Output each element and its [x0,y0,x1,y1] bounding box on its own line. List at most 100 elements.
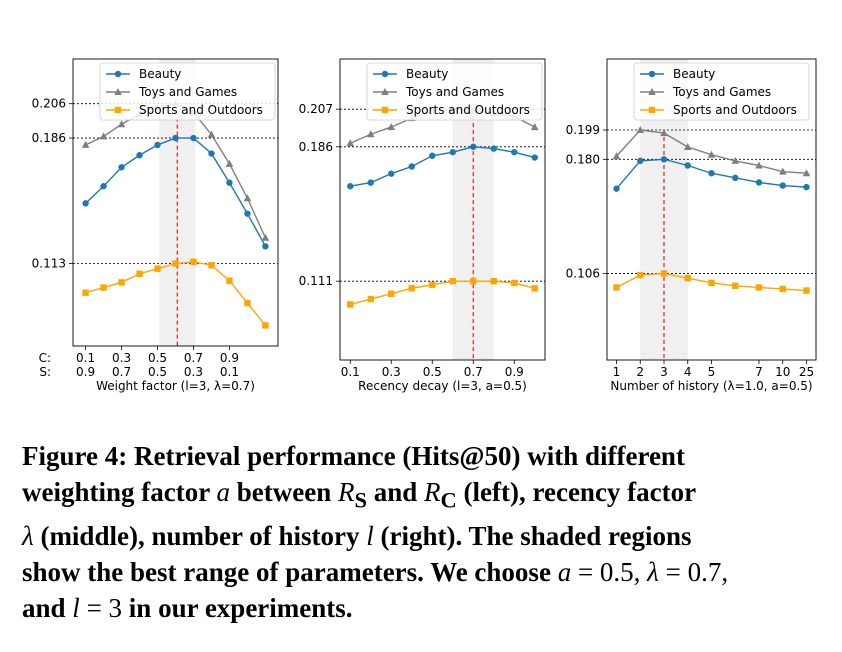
x-tick-label: 0.1 [76,351,95,365]
series-beauty [82,134,269,250]
series-beauty [347,143,538,190]
x-tick-row-label: S: [39,365,51,379]
y-tick-label: 0.206 [32,97,66,111]
x-tick-label: 4 [684,365,692,379]
caption-left: (left), recency factor [463,477,697,507]
data-point [778,167,787,175]
series-line [350,146,535,187]
data-point [779,285,786,293]
data-point [779,182,786,189]
y-tick-label: 0.111 [299,274,333,288]
caption-label: Figure 4: Retrieval performance (Hits@50… [22,441,685,471]
data-point [366,130,375,138]
data-point [490,145,497,152]
data-point [244,210,251,217]
data-point [429,281,436,288]
data-point [261,233,270,241]
data-point [684,274,691,282]
legend-marker [648,70,656,78]
y-tick-label: 0.106 [566,267,600,281]
x-tick-label: 0.5 [148,351,167,365]
data-point [207,130,216,138]
legend-entry: Sports and Outdoors [139,103,263,117]
x-axis-label: Number of history (λ=1.0, a=0.5) [610,379,812,393]
legend-marker [114,88,122,95]
x-tick-label: 0.7 [112,365,131,379]
legend-box [366,62,543,121]
figure-caption: Figure 4: Retrieval performance (Hits@50… [22,438,832,626]
data-point [226,277,233,284]
data-point [802,169,811,177]
y-tick-label: 0.207 [299,102,333,116]
data-point [172,260,179,267]
data-point [449,277,456,285]
data-point [531,285,538,292]
data-point [225,159,234,167]
legend-entry: Beauty [673,67,715,81]
data-point [99,132,108,140]
data-point [660,270,668,277]
legend-marker [381,106,389,114]
data-point [136,152,143,159]
x-tick-label: 3 [660,365,668,379]
data-point [408,163,415,170]
data-point [613,185,620,192]
data-point [82,289,89,296]
x-tick-label: 0.3 [112,351,131,365]
data-point [100,284,107,291]
data-point [387,123,396,131]
caption-sym-l: l [366,521,374,552]
data-point [755,284,763,291]
x-tick-label: 0.3 [382,365,401,379]
data-point [637,157,644,165]
legend-entry: Sports and Outdoors [406,103,530,117]
data-point [244,299,251,307]
data-point [803,287,810,294]
legend-entry: Beauty [406,67,448,81]
y-tick-label: 0.180 [566,152,600,166]
data-point [660,129,668,137]
x-tick-label: 25 [799,365,814,379]
legend-entry: Beauty [139,67,181,81]
caption-sub-s: S [354,487,367,513]
legend-entry: Sports and Outdoors [673,103,797,117]
x-axis-label: Recency decay (l=3, a=0.5) [358,379,527,393]
data-point [118,164,125,171]
data-point [612,152,621,160]
data-point [81,140,90,148]
data-point [708,170,715,177]
series-sports-and-outdoors [347,277,538,308]
series-beauty [613,156,810,192]
data-point [732,282,739,290]
data-point [470,143,477,150]
data-point [613,284,620,291]
caption-choose-a: a [557,557,572,588]
data-point [388,170,395,177]
x-tick-label: 0.3 [184,365,203,379]
data-point [755,179,763,186]
x-tick-label: 7 [755,365,763,379]
caption-middle: (middle), number of history [40,521,360,552]
legend-marker [381,88,389,95]
x-tick-label: 0.7 [184,351,203,365]
x-tick-label: 0.5 [423,365,442,379]
y-tick-label: 0.199 [566,123,600,137]
legend-entry: Toys and Games [138,85,237,99]
plot-frame [72,58,279,347]
data-point [660,156,668,163]
x-tick-label: 1 [613,365,621,379]
x-tick-label: 0.5 [148,365,167,379]
data-point [243,194,252,202]
legend-marker [114,70,122,78]
caption-eq-a: = 0.5, [577,557,641,588]
plot-frame [339,58,546,361]
data-point [803,183,810,191]
legend: Beauty Toys and Games Sports and Outdoors [633,62,810,121]
caption-line4: show the best range of parameters. We ch… [22,557,551,588]
data-point [100,182,107,190]
data-point [347,183,354,190]
data-point [367,179,374,186]
data-point [511,148,518,156]
